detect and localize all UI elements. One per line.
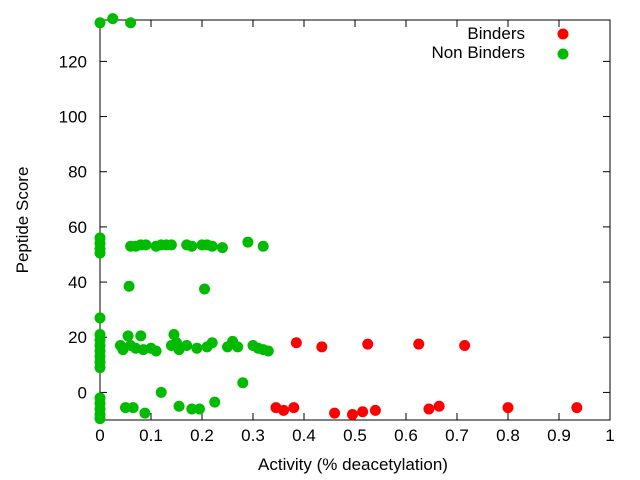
binder-point (329, 407, 341, 419)
binder-point (413, 338, 425, 350)
legend-marker-binders (557, 28, 569, 40)
binder-point (278, 404, 290, 416)
non-binder-point (107, 13, 119, 25)
legend-marker-non-binders (557, 48, 569, 60)
x-tick-label: 0.9 (547, 426, 571, 445)
non-binder-point (232, 341, 244, 353)
y-tick-label: 0 (78, 383, 87, 402)
axis-tick-labels: 0 0.1 0.2 0.3 0.4 0.5 0.6 0.7 0.8 0.9 1 0 20 40 60 80 10… (59, 52, 615, 445)
binder-point (316, 341, 328, 353)
non-binder-point (193, 403, 205, 415)
non-binder-point (257, 240, 269, 252)
binder-point (423, 403, 435, 415)
non-binder-point (186, 403, 198, 415)
non-binder-point (150, 345, 162, 357)
non-binder-point (165, 239, 177, 251)
non-binder-point (216, 242, 228, 254)
non-binder-point (168, 328, 180, 340)
non-binder-point (237, 377, 249, 389)
y-tick-label: 60 (68, 218, 87, 237)
x-tick-label: 0.5 (343, 426, 367, 445)
non-binder-point (127, 402, 139, 414)
x-tick-label: 0.7 (445, 426, 469, 445)
y-tick-label: 100 (59, 108, 87, 127)
non-binder-point (125, 17, 137, 29)
x-tick-label: 1 (605, 426, 614, 445)
binder-point (571, 402, 583, 414)
non-binder-point (199, 283, 211, 295)
non-binder-point (209, 396, 221, 408)
y-tick-label: 40 (68, 273, 87, 292)
y-tick-label: 120 (59, 52, 87, 71)
non-binder-point (94, 413, 106, 425)
non-binder-point (262, 345, 274, 357)
x-tick-label: 0.6 (394, 426, 418, 445)
binder-point (369, 404, 381, 416)
binder-point (433, 400, 445, 412)
binder-point (290, 337, 302, 349)
x-axis-label: Activity (% deacetylation) (258, 455, 448, 474)
non-binder-point (186, 240, 198, 252)
x-tick-label: 0.8 (496, 426, 520, 445)
non-binder-point (94, 17, 106, 29)
y-axis-label: Peptide Score (13, 167, 32, 274)
non-binder-point (94, 312, 106, 324)
binder-point (362, 338, 374, 350)
plot-frame (99, 19, 611, 421)
non-binder-point (155, 386, 167, 398)
binder-point (357, 406, 369, 418)
non-binder-point (135, 330, 147, 342)
non-binder-point (94, 362, 106, 374)
x-tick-label: 0.1 (139, 426, 163, 445)
legend-label-non-binders: Non Binders (431, 43, 525, 62)
non-binder-point (140, 239, 152, 251)
x-tick-label: 0.3 (241, 426, 265, 445)
x-tick-label: 0.2 (190, 426, 214, 445)
non-binder-point (181, 340, 193, 352)
binder-point (459, 340, 471, 352)
x-tick-label: 0 (95, 426, 104, 445)
non-binder-point (206, 240, 218, 252)
non-binder-point (206, 337, 218, 349)
non-binder-point (122, 330, 134, 342)
data-points (94, 13, 583, 425)
x-tick-label: 0.4 (292, 426, 316, 445)
axis-ticks (99, 20, 611, 420)
legend-label-binders: Binders (467, 24, 525, 43)
y-tick-label: 20 (68, 328, 87, 347)
legend: Binders Non Binders (431, 24, 569, 62)
non-binder-point (242, 236, 254, 248)
non-binder-point (120, 402, 131, 414)
binder-point (502, 402, 514, 414)
binder-point (346, 408, 358, 420)
non-binder-point (191, 342, 203, 354)
non-binder-point (139, 407, 151, 419)
non-binder-point (123, 280, 135, 292)
non-binder-point (94, 247, 106, 259)
binder-point (288, 402, 300, 414)
non-binder-point (173, 400, 185, 412)
y-tick-label: 80 (68, 163, 87, 182)
